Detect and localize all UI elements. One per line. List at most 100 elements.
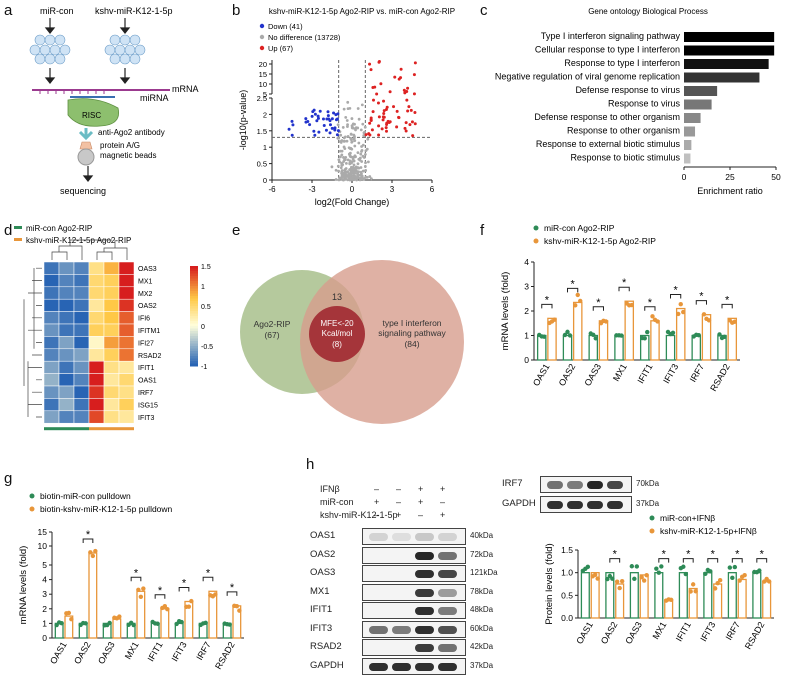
point-nodiff [351,177,354,181]
y-tick-label: 4 [42,575,47,585]
data-point-treatment [213,592,218,597]
data-point-treatment [237,608,242,613]
point-nodiff [356,166,360,170]
go-category-label: Negative regulation of viral genome repl… [495,72,680,82]
legend-label: kshv-miR-K12-1-5p Ago2-RIP [544,236,656,246]
significance-bracket [756,558,768,563]
blot-band [415,570,434,578]
data-point-control [593,336,598,341]
colorbar-segment [190,336,198,339]
blot-strip [362,602,466,619]
point-up [402,88,406,92]
heatmap-cell [118,298,135,312]
bar-control [727,572,737,619]
blot-band [415,607,434,615]
beads-label-1: protein A/G [100,141,140,150]
blot-kda-label: 37kDa [470,660,494,670]
y-tick-label: 2 [42,604,47,614]
blot-band [415,588,434,597]
point-down [332,111,336,115]
point-nodiff [363,165,367,168]
heatmap-cell [88,323,105,337]
data-point-control [703,571,708,577]
x-category-label: MX1 [611,362,629,383]
point-nodiff [340,161,344,165]
data-point-treatment [117,614,122,619]
point-nodiff [358,156,362,160]
point-up [403,126,407,130]
mrna-label: mRNA [172,84,199,94]
heatmap-cell [103,311,120,325]
y-tick-label: 20 [259,60,267,69]
y-tick-label: 0 [263,176,267,185]
venn-right-label-2: signaling pathway [378,328,446,338]
data-point-control [83,621,88,626]
significance-star: * [545,294,550,306]
point-up [393,75,397,79]
point-nodiff [346,134,350,138]
panel-g-bars: biotin-miR-con pulldown biotin-kshv-miR-K… [18,491,244,671]
beads-label-2: magnetic beads [100,151,156,160]
blot-band [369,533,388,541]
blot-strip [362,620,466,638]
significance-bracket [731,558,743,563]
data-point-control [179,619,184,625]
point-nodiff [339,166,343,170]
heatmap-cell [118,360,135,374]
blot-row-label: IRF7 [502,478,523,489]
significance-bracket [707,558,719,563]
bar-control [654,572,664,619]
go-category-label: Response to virus [608,99,681,109]
heatmap-cell [73,385,90,399]
colorbar-segment [190,328,198,332]
heatmap-cell [103,286,120,300]
significance-bracket [130,576,142,582]
point-up [382,99,386,103]
point-down [318,109,322,113]
point-nodiff [343,147,347,151]
go-plot-area: Type I interferon signaling pathway Cellu… [495,31,781,196]
heatmap-cell [88,311,105,325]
point-nodiff [351,157,355,161]
heatmap-cell [58,311,75,325]
blot-band [438,551,457,560]
x-category-label: IFIT1 [635,362,654,385]
data-point-treatment [552,317,557,322]
point-up [371,110,375,114]
venn-right-label-1: type I interferon [382,318,441,328]
colorbar-segment [190,361,198,364]
x-tick-label: 25 [725,172,735,182]
point-nodiff [354,127,357,131]
point-nodiff [361,169,365,173]
point-up [371,98,375,102]
point-up [368,121,372,125]
data-point-control [757,568,762,573]
condition-mark: + [440,510,446,520]
legend-label: miR-con+IFNβ [660,513,715,523]
point-down [327,117,331,121]
y-tick-label: 1.0 [561,568,573,578]
f-plot-area: miR-con Ago2-RIP kshv-miR-K12-1-5p Ago2-R… [500,223,740,393]
point-nodiff [342,139,346,143]
data-point-control [155,621,160,626]
legend-label: No difference (13728) [268,33,341,42]
data-point-control [645,329,650,335]
heatmap-cell [43,398,60,412]
blot-band [392,662,411,671]
blot-band [438,662,457,671]
data-point-treatment [141,586,146,591]
data-point-control [681,564,686,569]
point-nodiff [349,170,353,174]
data-point-control [717,332,722,337]
colorbar-segment [190,283,198,287]
data-point-control [542,334,547,339]
colorbar-segment [190,291,198,294]
significance-bracket [721,303,733,309]
significance-bracket [226,591,238,596]
x-tick-label: -3 [308,185,316,194]
point-nodiff [356,151,360,155]
heatmap-row-label: IRF7 [138,390,153,397]
go-category-label: Response to external biotic stimulus [536,139,681,149]
point-up [412,73,416,77]
heatmap-cell [103,410,120,424]
